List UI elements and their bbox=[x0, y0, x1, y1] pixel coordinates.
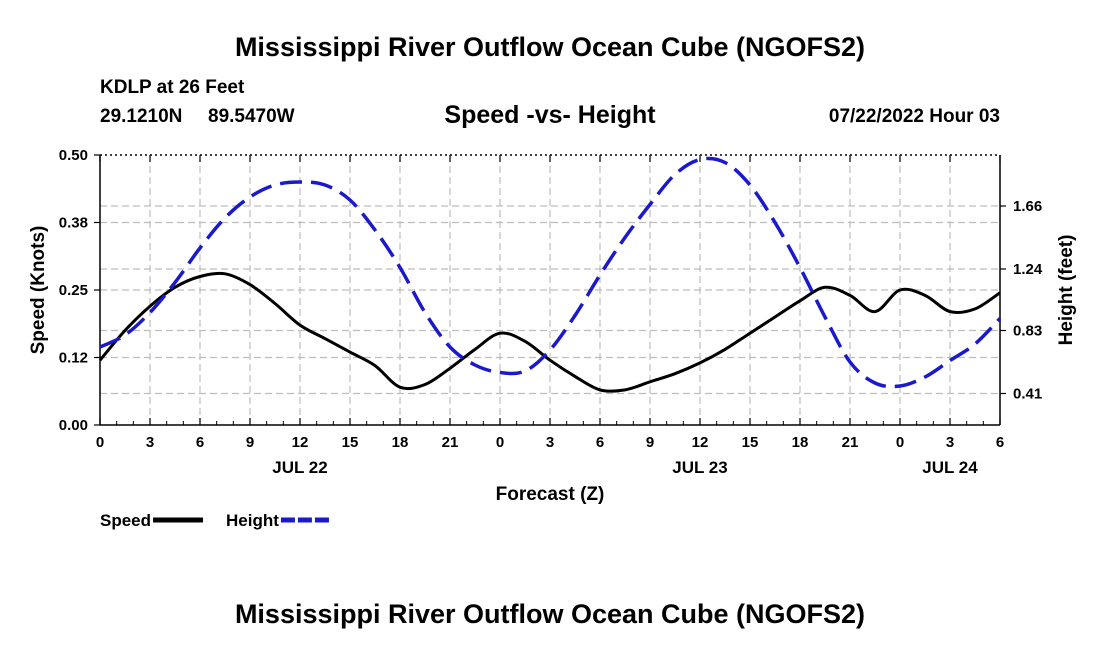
legend-label-height: Height bbox=[226, 511, 279, 530]
y-tick-label: 0.38 bbox=[59, 215, 88, 232]
x-tick-label: 6 bbox=[996, 434, 1004, 451]
station-longitude: 89.5470W bbox=[208, 106, 295, 127]
series-line-speed bbox=[98, 271, 1001, 393]
y-tick-label: 0.00 bbox=[59, 417, 88, 434]
x-tick-label: 3 bbox=[146, 434, 154, 451]
x-tick-label: 18 bbox=[792, 434, 809, 451]
x-day-label: JUL 23 bbox=[672, 458, 727, 477]
page-title: Mississippi River Outflow Ocean Cube (NG… bbox=[234, 32, 866, 62]
x-tick-label: 6 bbox=[196, 434, 204, 451]
legend-label-speed: Speed bbox=[100, 511, 151, 530]
x-tick-label: 3 bbox=[546, 434, 554, 451]
x-axis-title: Forecast (Z) bbox=[496, 484, 605, 505]
x-tick-label: 12 bbox=[292, 434, 309, 451]
y2-tick-label: 0.41 bbox=[1013, 386, 1042, 403]
x-tick-label: 15 bbox=[742, 434, 759, 451]
x-tick-label: 0 bbox=[896, 434, 904, 451]
x-tick-label: 9 bbox=[246, 434, 254, 451]
x-tick-label: 0 bbox=[496, 434, 504, 451]
x-tick-label: 15 bbox=[342, 434, 359, 451]
y2-tick-label: 1.24 bbox=[1013, 261, 1043, 278]
y2-tick-label: 0.83 bbox=[1013, 323, 1042, 340]
series-line-height bbox=[99, 156, 1002, 389]
y2-tick-label: 1.66 bbox=[1013, 198, 1042, 215]
speed-height-chart: 0 3 6 9 12 15 18 21 0 3 6 9 12 15 18 21 0 3 6 JUL 22 JUL 23 J… bbox=[28, 147, 1077, 530]
y-tick-label: 0.25 bbox=[59, 282, 88, 299]
chart-title: Speed -vs- Height bbox=[444, 101, 656, 129]
y-tick-label: 0.12 bbox=[59, 350, 88, 367]
x-day-label: JUL 22 bbox=[272, 458, 327, 477]
y-axis-title: Speed (Knots) bbox=[28, 226, 49, 355]
x-tick-label: 6 bbox=[596, 434, 604, 451]
footer-title: Mississippi River Outflow Ocean Cube (NG… bbox=[234, 599, 866, 629]
x-tick-label: 21 bbox=[842, 434, 859, 451]
x-tick-label: 12 bbox=[692, 434, 709, 451]
x-tick-label: 9 bbox=[646, 434, 654, 451]
x-tick-label: 0 bbox=[96, 434, 104, 451]
station-name: KDLP at 26 Feet bbox=[100, 77, 245, 98]
station-latitude: 29.1210N bbox=[100, 106, 183, 127]
y2-axis-title: Height (feet) bbox=[1056, 235, 1077, 346]
x-tick-label: 18 bbox=[392, 434, 409, 451]
x-tick-label: 21 bbox=[442, 434, 459, 451]
x-tick-label: 3 bbox=[946, 434, 954, 451]
x-day-label: JUL 24 bbox=[922, 458, 978, 477]
y-tick-label: 0.50 bbox=[59, 147, 88, 164]
forecast-datetime: 07/22/2022 Hour 03 bbox=[828, 106, 1000, 127]
